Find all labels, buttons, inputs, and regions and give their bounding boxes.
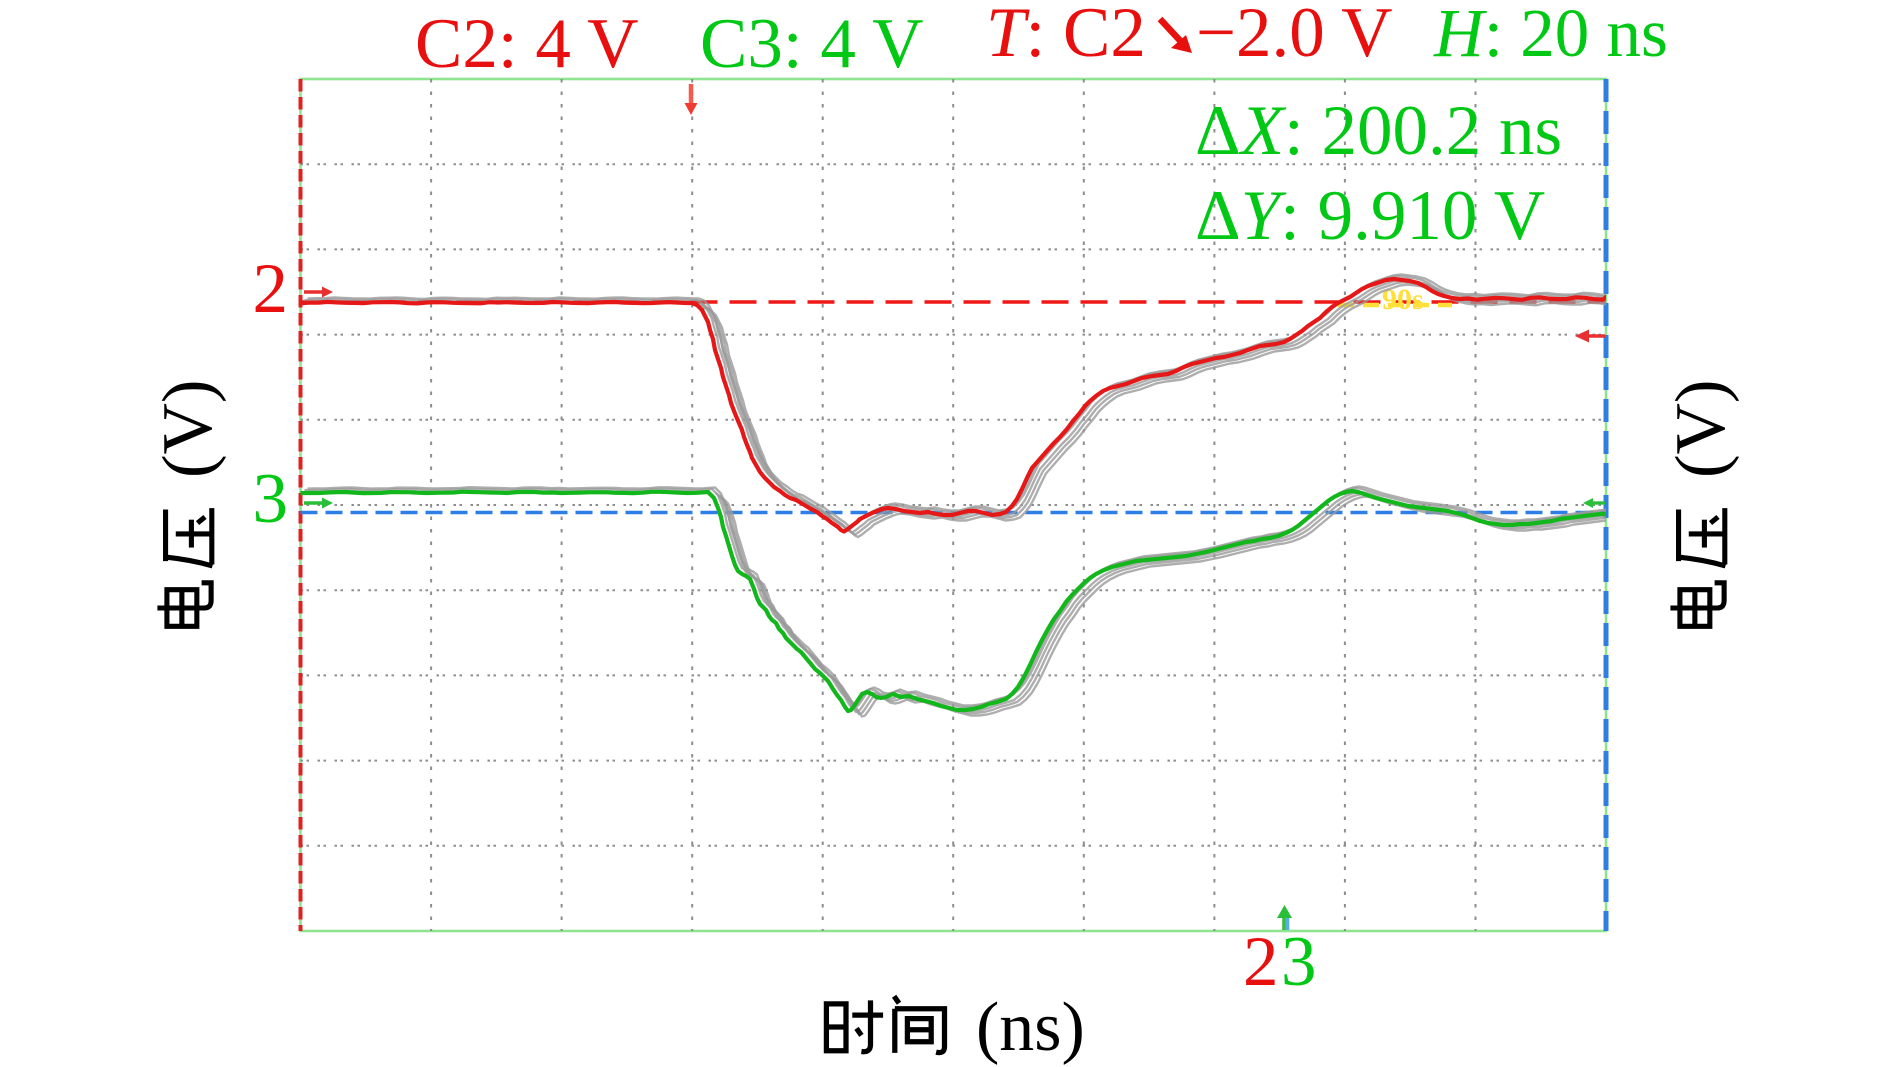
svg-text:90s: 90s	[1382, 283, 1424, 316]
svg-text:H: 20 ns: H: 20 ns	[1433, 0, 1668, 71]
svg-text:(V): (V)	[1662, 379, 1740, 478]
svg-text:T: C2: T: C2	[986, 0, 1146, 72]
svg-text:(V): (V)	[149, 379, 227, 478]
svg-text:2: 2	[1243, 923, 1279, 1001]
svg-text:C2: 4 V: C2: 4 V	[415, 5, 639, 83]
svg-text:C3: 4 V: C3: 4 V	[700, 5, 924, 83]
svg-text:ΔX: 200.2 ns: ΔX: 200.2 ns	[1195, 92, 1562, 170]
svg-text:3: 3	[253, 460, 289, 538]
svg-text:(ns): (ns)	[976, 989, 1085, 1066]
svg-text:−2.0 V: −2.0 V	[1196, 0, 1393, 72]
svg-text:ΔY: 9.910 V: ΔY: 9.910 V	[1195, 177, 1545, 255]
svg-text:2: 2	[253, 250, 289, 328]
svg-text:3: 3	[1281, 923, 1317, 1001]
